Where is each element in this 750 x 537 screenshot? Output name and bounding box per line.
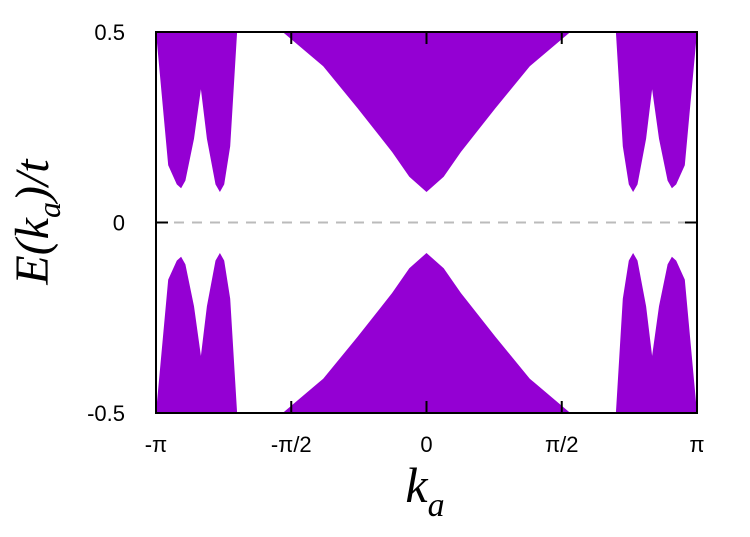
- y-tick-labels: -0.5 0 0.5: [87, 20, 125, 426]
- band-central-lower: [282, 253, 571, 413]
- x-tick-labels: -π -π/2 0 π/2 π: [145, 432, 705, 457]
- band-central-upper: [282, 32, 571, 192]
- x-tick-label: -π/2: [271, 432, 312, 457]
- y-axis-label: E(ka)/t: [6, 158, 67, 286]
- y-tick-label: 0: [113, 211, 125, 236]
- band-fill-group: [156, 32, 697, 413]
- band-right-upper: [615, 32, 697, 192]
- x-tick-label: -π: [145, 432, 168, 457]
- tick-marks: [155, 31, 698, 414]
- x-tick-label: π/2: [545, 432, 579, 457]
- x-tick-label: 0: [420, 432, 432, 457]
- x-tick-label: π: [689, 432, 704, 457]
- band-left-upper: [156, 32, 238, 192]
- x-axis-label: ka: [405, 457, 444, 524]
- band-left-lower: [156, 253, 238, 413]
- y-tick-label: -0.5: [87, 401, 125, 426]
- y-tick-label: 0.5: [94, 20, 125, 45]
- band-right-lower: [615, 253, 697, 413]
